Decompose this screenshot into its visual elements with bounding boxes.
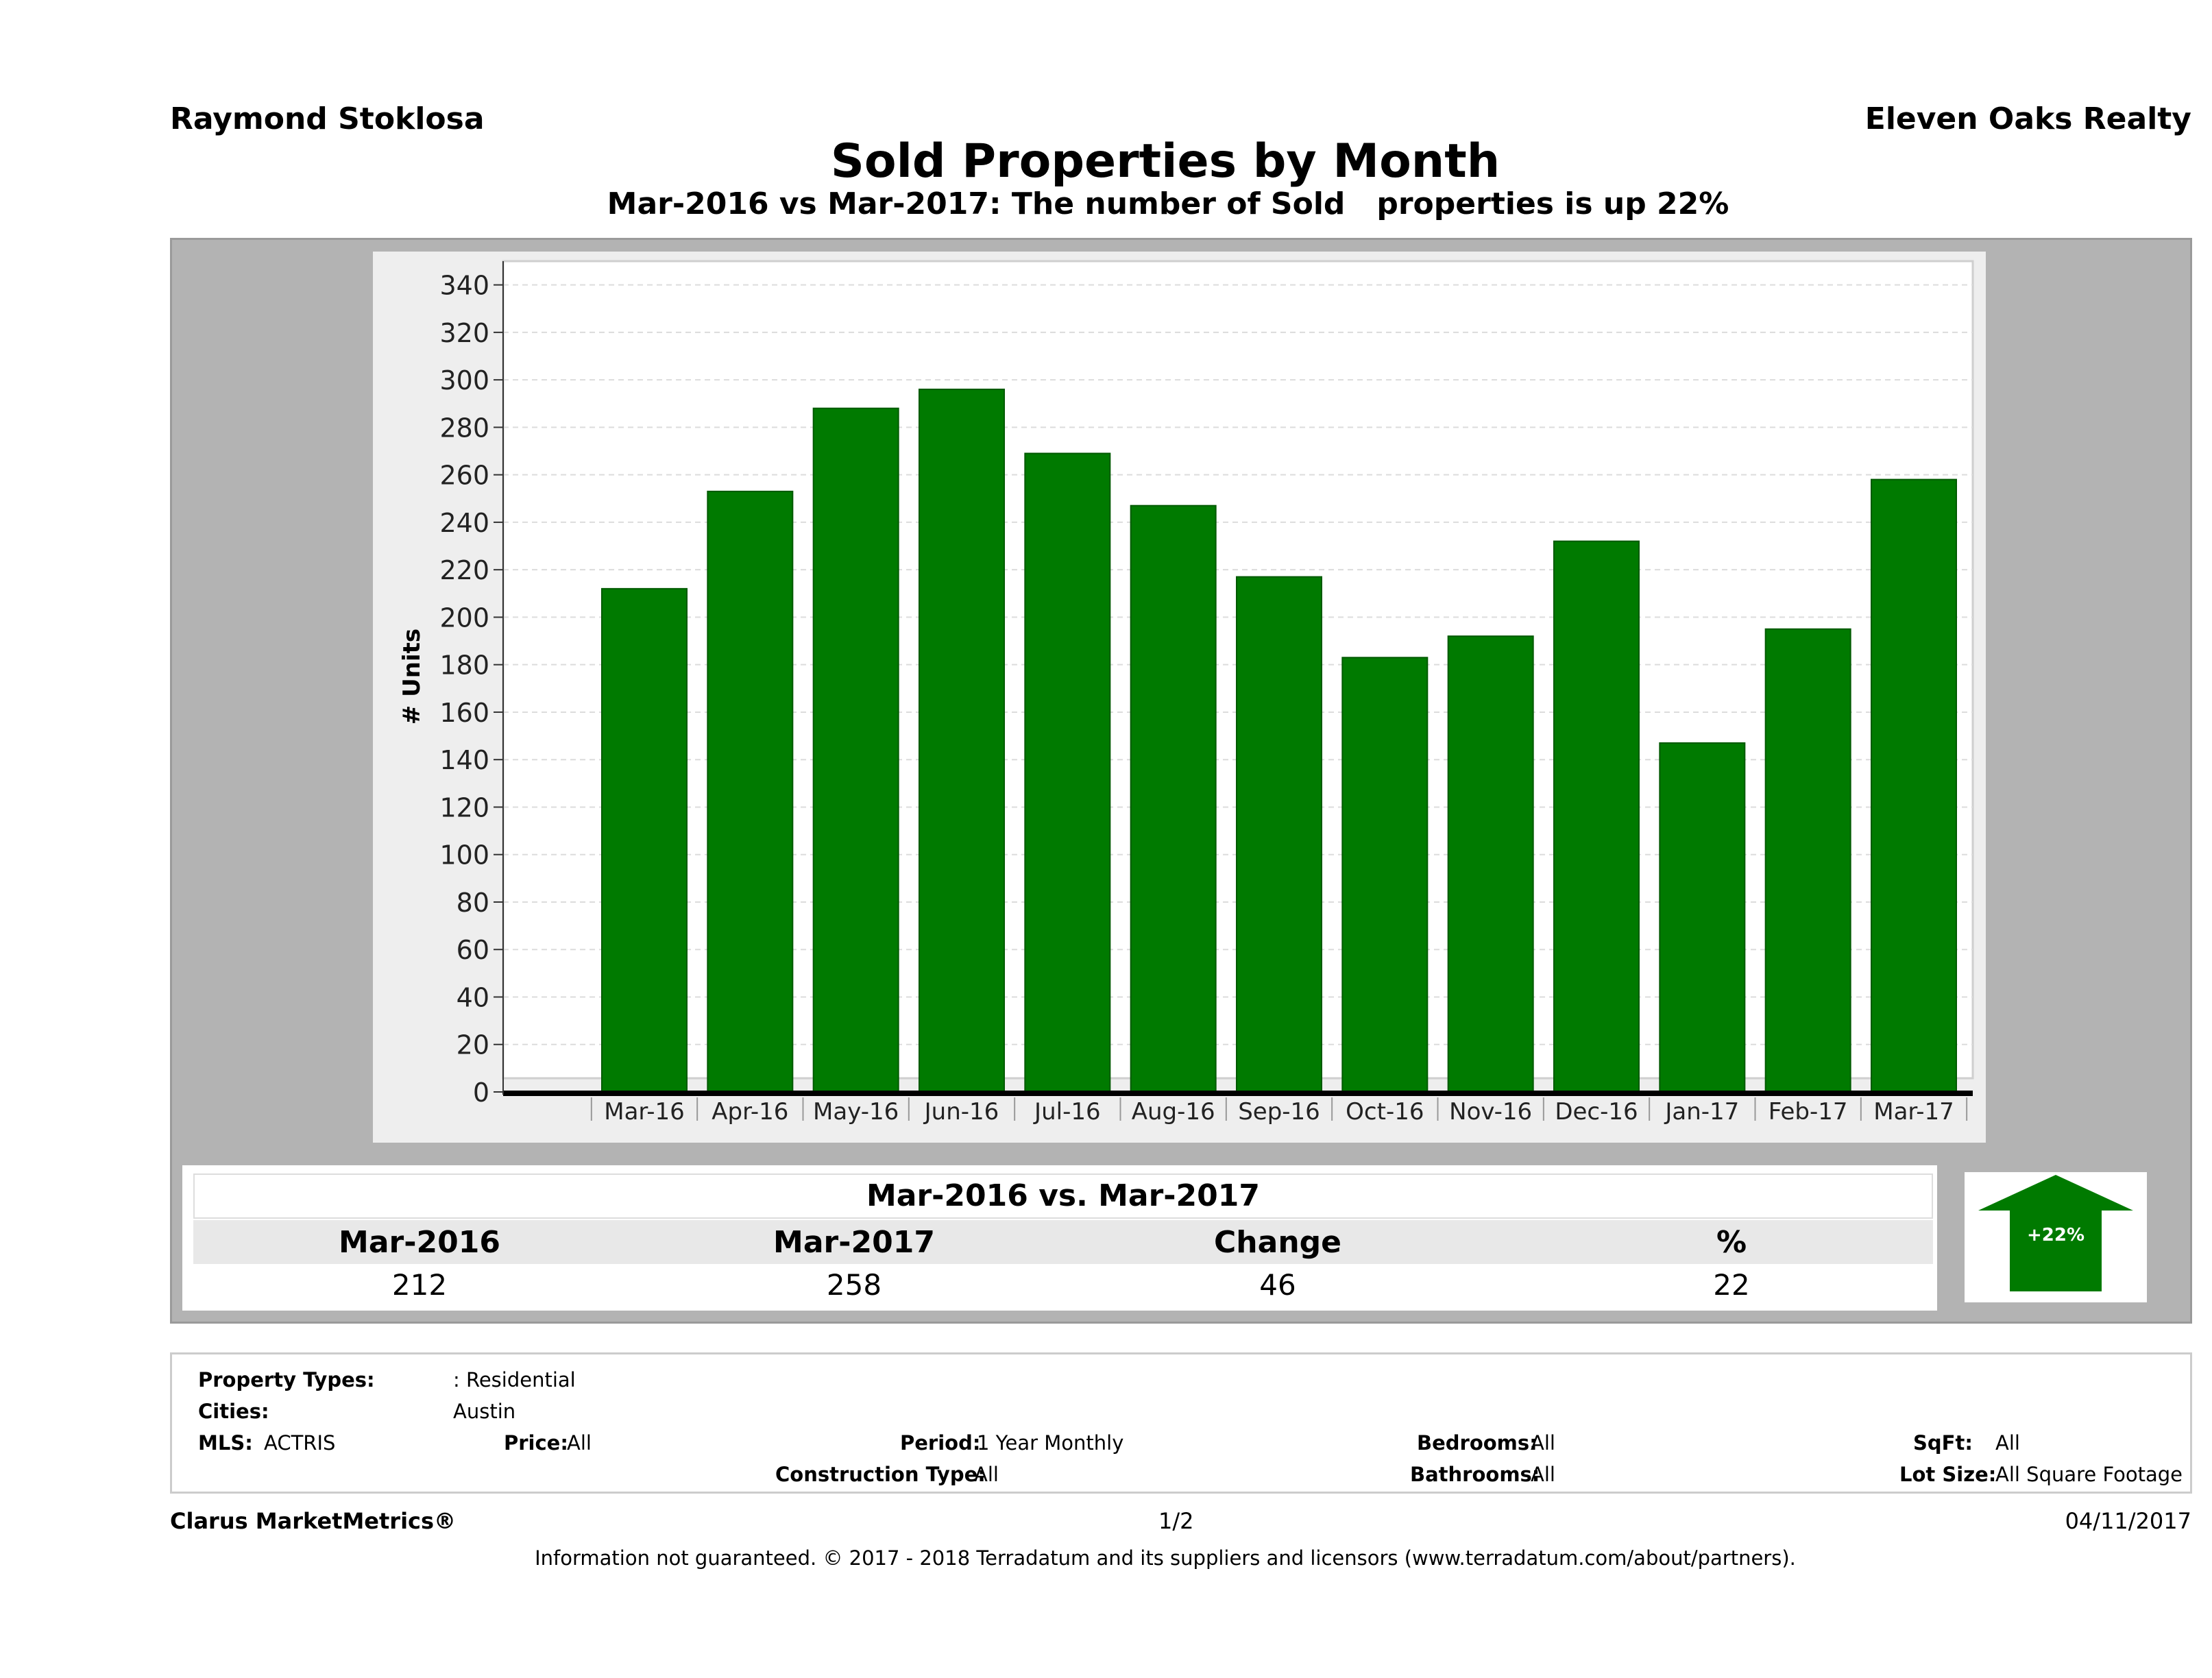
- y-tick-label: 320: [439, 318, 489, 348]
- summary-table: Mar-2016 vs. Mar-2017 Mar-2016 Mar-2017 …: [182, 1165, 1937, 1311]
- summary-value-row: 212 258 46 22: [193, 1265, 1933, 1305]
- x-tick-label: Jun-16: [923, 1098, 999, 1126]
- header-change: Change: [1214, 1225, 1341, 1260]
- summary-header-row: Mar-2016 Mar-2017 Change %: [193, 1220, 1933, 1264]
- property-types-label: Property Types:: [198, 1368, 375, 1391]
- bar-Nov-16: [1447, 635, 1534, 1093]
- bathrooms-value: All: [1531, 1463, 1555, 1486]
- value-percent: 22: [1713, 1268, 1750, 1302]
- price-label: Price:: [504, 1431, 568, 1455]
- product-name: Clarus MarketMetrics®: [170, 1508, 457, 1534]
- x-tick-label: Nov-16: [1449, 1098, 1532, 1126]
- mls-label: MLS:: [198, 1431, 253, 1455]
- property-types-value: : Residential: [453, 1368, 576, 1391]
- report-date: 04/11/2017: [2065, 1508, 2191, 1534]
- chart-panel: 0 20 40 60 80 100 120 140 160 180 200 220 240 260 280 3…: [373, 252, 1986, 1143]
- y-tick-label: 20: [457, 1030, 489, 1060]
- y-tick-label: 340: [439, 271, 489, 301]
- x-tick-label: May-16: [813, 1098, 899, 1126]
- bar-Dec-16: [1553, 540, 1640, 1093]
- x-tick-label: Jul-16: [1033, 1098, 1101, 1126]
- x-tick-label: Aug-16: [1132, 1098, 1215, 1126]
- summary-title: Mar-2016 vs. Mar-2017: [193, 1174, 1933, 1219]
- bar-Oct-16: [1341, 657, 1429, 1093]
- price-value: All: [567, 1431, 592, 1455]
- bedrooms-label: Bedrooms:: [1417, 1431, 1538, 1455]
- sqft-value: All: [1995, 1431, 2020, 1455]
- y-tick-label: 160: [439, 698, 489, 728]
- y-tick-label: 200: [439, 603, 489, 633]
- bar-Jun-16: [919, 388, 1005, 1093]
- bar-chart: 0 20 40 60 80 100 120 140 160 180 200 220 240 260 280 3…: [398, 260, 1974, 1126]
- y-tick-label: 180: [439, 650, 489, 681]
- bedrooms-value: All: [1531, 1431, 1555, 1455]
- bar-Mar-17: [1871, 478, 1957, 1093]
- bar-Jan-17: [1659, 742, 1746, 1093]
- disclaimer: Information not guaranteed. © 2017 - 201…: [535, 1546, 1796, 1570]
- value-change: 46: [1259, 1268, 1296, 1302]
- mls-value: ACTRIS: [264, 1431, 336, 1455]
- y-tick-label: 60: [457, 935, 489, 965]
- cities-label: Cities:: [198, 1400, 269, 1423]
- bar-May-16: [812, 407, 899, 1093]
- value-mar-2017: 258: [826, 1268, 882, 1302]
- period-label: Period:: [900, 1431, 981, 1455]
- y-tick-label: 240: [439, 508, 489, 538]
- y-tick-label: 100: [439, 840, 489, 871]
- period-value: 1 Year Monthly: [977, 1431, 1124, 1455]
- agent-name: Raymond Stoklosa: [170, 101, 485, 136]
- y-tick-label: 0: [473, 1078, 489, 1108]
- bar-Sep-16: [1236, 576, 1322, 1093]
- y-tick-label: 80: [457, 888, 489, 918]
- y-tick-label: 260: [439, 461, 489, 491]
- y-tick-label: 220: [439, 555, 489, 585]
- x-tick-label: Feb-17: [1769, 1098, 1848, 1126]
- bar-Jul-16: [1024, 452, 1111, 1093]
- x-tick-label: Sep-16: [1238, 1098, 1320, 1126]
- filter-panel: Property Types: : Residential Cities: Au…: [170, 1352, 2192, 1494]
- bar-Aug-16: [1130, 504, 1217, 1093]
- value-mar-2016: 212: [391, 1268, 448, 1302]
- y-tick-label: 300: [439, 365, 489, 396]
- x-tick-label: Mar-17: [1873, 1098, 1954, 1126]
- bathrooms-label: Bathrooms:: [1410, 1463, 1540, 1486]
- lot-size-value: All Square Footage: [1995, 1463, 2183, 1486]
- y-axis-label: # Units: [398, 629, 426, 725]
- page-number: 1/2: [1158, 1508, 1194, 1534]
- construction-type-value: All: [974, 1463, 999, 1486]
- header-percent: %: [1716, 1225, 1747, 1260]
- y-tick-label: 280: [439, 413, 489, 443]
- change-badge: +22%: [1965, 1172, 2147, 1302]
- x-tick-label: Apr-16: [712, 1098, 788, 1126]
- bar-Mar-16: [601, 587, 688, 1093]
- badge-text: +22%: [2027, 1225, 2085, 1245]
- x-tick-label: Dec-16: [1555, 1098, 1638, 1126]
- bar-Feb-17: [1764, 628, 1851, 1093]
- construction-type-label: Construction Type:: [775, 1463, 986, 1486]
- header-mar-2016: Mar-2016: [339, 1225, 500, 1260]
- bar-Apr-16: [707, 490, 794, 1093]
- lot-size-label: Lot Size:: [1899, 1463, 1997, 1486]
- y-tick-label: 40: [457, 982, 489, 1012]
- header-mar-2017: Mar-2017: [773, 1225, 935, 1260]
- x-tick-label: Jan-17: [1664, 1098, 1739, 1126]
- x-tick-label: Oct-16: [1346, 1098, 1424, 1126]
- chart-title: Sold Properties by Month: [830, 134, 1500, 189]
- brokerage-name: Eleven Oaks Realty: [1864, 101, 2191, 136]
- y-tick-label: 140: [439, 745, 489, 775]
- chart-subtitle: Mar-2016 vs Mar-2017: The number of Sold…: [607, 186, 1729, 221]
- x-tick-label: Mar-16: [604, 1098, 685, 1126]
- up-arrow-icon: [1978, 1175, 2133, 1291]
- cities-value: Austin: [453, 1400, 516, 1423]
- y-tick-label: 120: [439, 792, 489, 823]
- sqft-label: SqFt:: [1913, 1431, 1973, 1455]
